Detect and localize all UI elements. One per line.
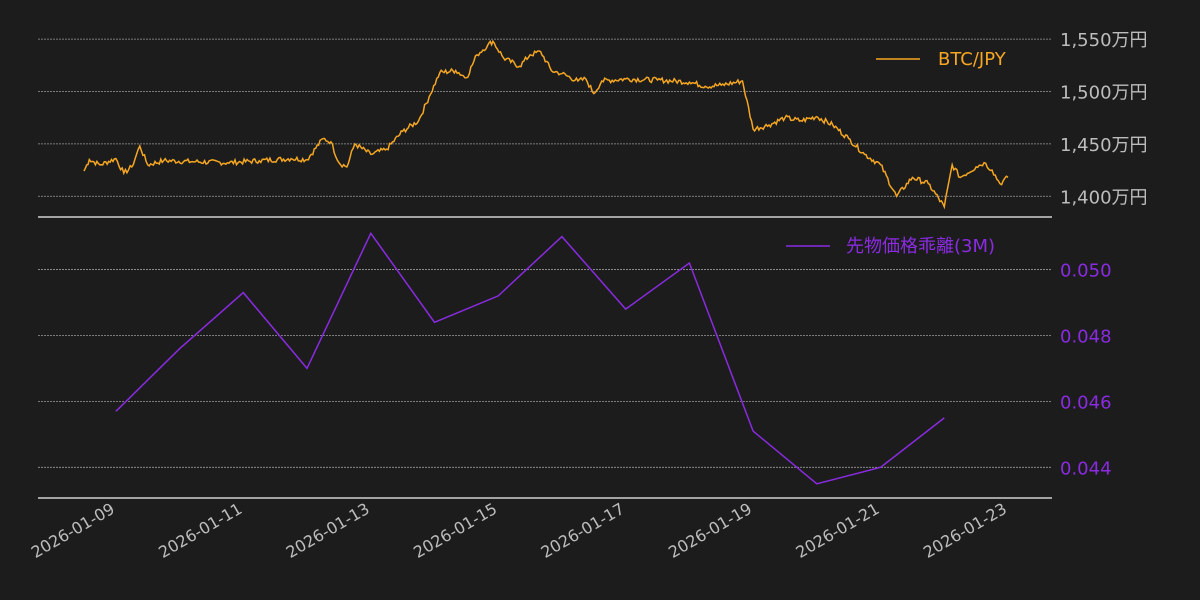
x-tick-label: 2026-01-15 xyxy=(410,499,500,562)
x-tick-label: 2026-01-11 xyxy=(155,499,245,562)
bottom-y-tick-label: 0.046 xyxy=(1060,392,1112,413)
x-tick-label: 2026-01-21 xyxy=(793,499,883,562)
bottom-panel-grid xyxy=(38,269,1052,468)
btc-jpy-series-line xyxy=(83,39,1009,210)
top-y-tick-label: 1,450万円 xyxy=(1060,135,1148,156)
bottom-legend-label: 先物価格乖離(3M) xyxy=(846,236,995,257)
futures-spread-series-line xyxy=(115,231,945,485)
x-tick-label: 2026-01-23 xyxy=(920,499,1010,562)
bottom-y-tick-label: 0.044 xyxy=(1060,458,1112,479)
top-panel-grid xyxy=(38,38,1052,197)
bottom-y-tick-label: 0.050 xyxy=(1060,261,1112,282)
top-y-tick-label: 1,400万円 xyxy=(1060,187,1148,208)
x-tick-label: 2026-01-19 xyxy=(665,499,755,562)
bottom-legend: 先物価格乖離(3M) xyxy=(786,236,995,257)
top-legend: BTC/JPY xyxy=(876,49,1007,70)
bottom-y-tick-label: 0.048 xyxy=(1060,326,1112,347)
x-tick-label: 2026-01-09 xyxy=(28,499,118,562)
top-y-tick-label: 1,550万円 xyxy=(1060,30,1148,51)
top-y-tick-labels: 1,400万円 1,450万円 1,500万円 1,550万円 xyxy=(1060,30,1148,208)
top-y-tick-label: 1,500万円 xyxy=(1060,82,1148,103)
top-legend-label: BTC/JPY xyxy=(938,49,1007,70)
x-tick-label: 2026-01-13 xyxy=(283,499,373,562)
x-tick-label: 2026-01-17 xyxy=(538,499,628,562)
x-tick-labels: 2026-01-09 2026-01-11 2026-01-13 2026-01-15… xyxy=(28,499,1010,562)
bottom-y-tick-labels: 0.044 0.046 0.048 0.050 xyxy=(1060,261,1112,480)
